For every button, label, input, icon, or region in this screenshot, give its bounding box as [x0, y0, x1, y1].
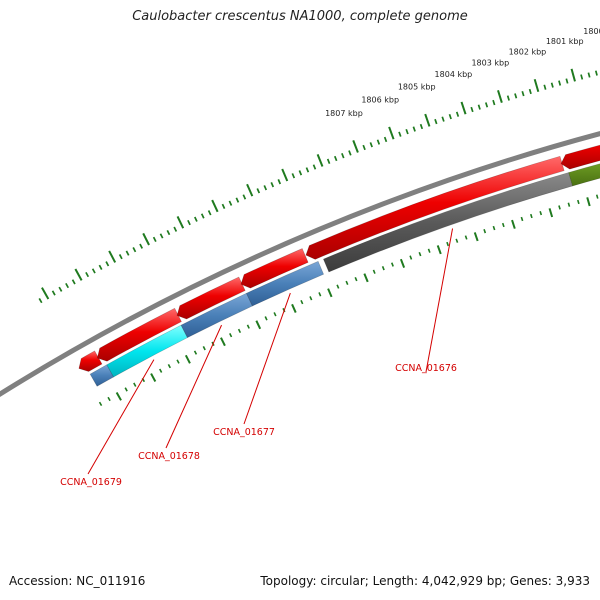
cds-segment[interactable] [305, 155, 565, 260]
scale-label: 1804 kbp [435, 70, 473, 79]
backbone-ring [0, 131, 600, 398]
scale-label: 1806 kbp [361, 96, 399, 105]
scale-label: 1807 kbp [325, 109, 363, 118]
cds-segment[interactable] [560, 126, 600, 170]
scale-label: 1805 kbp [398, 83, 436, 92]
scale-label: 1803 kbp [471, 58, 509, 67]
gene-label: CCNA_01677 [213, 427, 275, 438]
cds-segment[interactable] [176, 276, 246, 320]
page-title: Caulobacter crescentus NA1000, complete … [132, 9, 468, 24]
gene-label: CCNA_01678 [138, 451, 200, 462]
scale-label: 1802 kbp [509, 47, 547, 56]
scale-ticks [38, 68, 598, 304]
cds-segment[interactable] [96, 307, 182, 362]
gene-segment-ccna-01676[interactable] [323, 172, 573, 273]
gene-segment-ccna-01677[interactable] [246, 260, 324, 307]
gene-segment-ccna-01675[interactable] [568, 143, 600, 187]
accession-text: Accession: NC_011916 [9, 574, 146, 588]
scale-label: 1801 kbp [546, 37, 584, 46]
gene-label: CCNA_01676 [395, 363, 457, 374]
genome-info-text: Topology: circular; Length: 4,042,929 bp… [260, 574, 590, 588]
scale-label: 1800 kbp [583, 27, 600, 36]
gene-label: CCNA_01679 [60, 477, 122, 488]
cds-segment[interactable] [78, 350, 103, 372]
cds-segment[interactable] [240, 248, 309, 289]
